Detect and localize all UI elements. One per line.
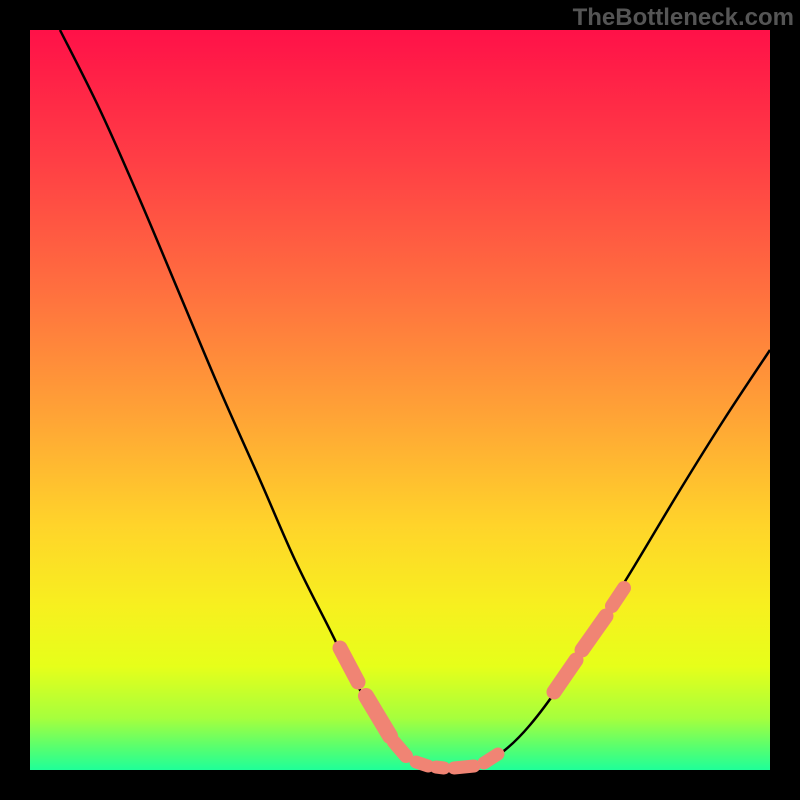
watermark-text: TheBottleneck.com	[573, 4, 794, 32]
plot-area	[30, 30, 770, 770]
chart-container: TheBottleneck.com	[0, 0, 800, 800]
